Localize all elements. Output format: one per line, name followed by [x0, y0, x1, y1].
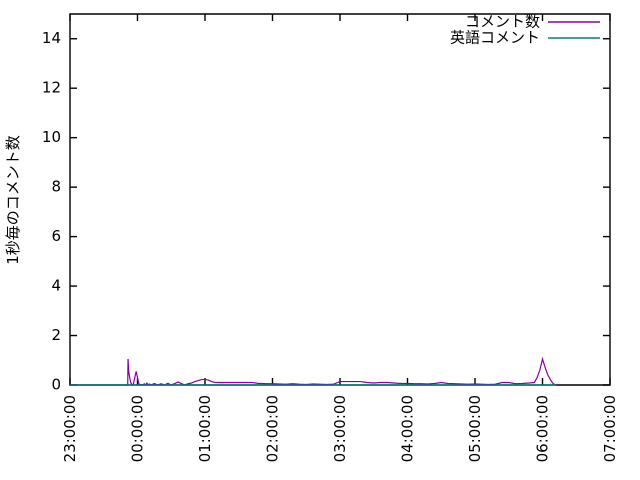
y-axis-tick-labels: 0 2 4 6 8 10 12 14 [42, 29, 61, 393]
x-tick-label: 01:00:00 [196, 395, 214, 462]
y-tick-label: 12 [42, 79, 61, 97]
y-tick-label: 10 [42, 128, 61, 146]
legend-label-2: 英語コメント [450, 29, 540, 47]
y-tick-label: 6 [51, 227, 61, 245]
y-tick-label: 8 [51, 178, 61, 196]
x-tick-label: 02:00:00 [264, 395, 282, 462]
y-tick-label: 0 [51, 376, 61, 394]
x-tick-label: 00:00:00 [129, 395, 147, 462]
data-series-group [70, 356, 557, 386]
y-tick-label: 14 [42, 29, 61, 47]
y-tick-label: 2 [51, 326, 61, 344]
x-tick-label: 06:00:00 [534, 395, 552, 462]
x-axis-tick-labels: 23:00:00 00:00:00 01:00:00 02:00:00 03:00:00… [61, 395, 619, 462]
x-tick-label: 03:00:00 [331, 395, 349, 462]
x-tick-label: 23:00:00 [61, 395, 79, 462]
x-tick-label: 07:00:00 [601, 395, 619, 462]
legend-label-1: コメント数 [465, 13, 540, 31]
x-tick-label: 04:00:00 [399, 395, 417, 462]
plot-frame [69, 13, 611, 386]
x-axis-ticks [69, 14, 611, 385]
series-line-1 [70, 356, 557, 386]
y-axis-ticks [70, 38, 610, 386]
x-tick-label: 05:00:00 [466, 395, 484, 462]
y-tick-label: 4 [51, 277, 61, 295]
y-axis-title: 1秒毎のコメント数 [4, 135, 22, 265]
